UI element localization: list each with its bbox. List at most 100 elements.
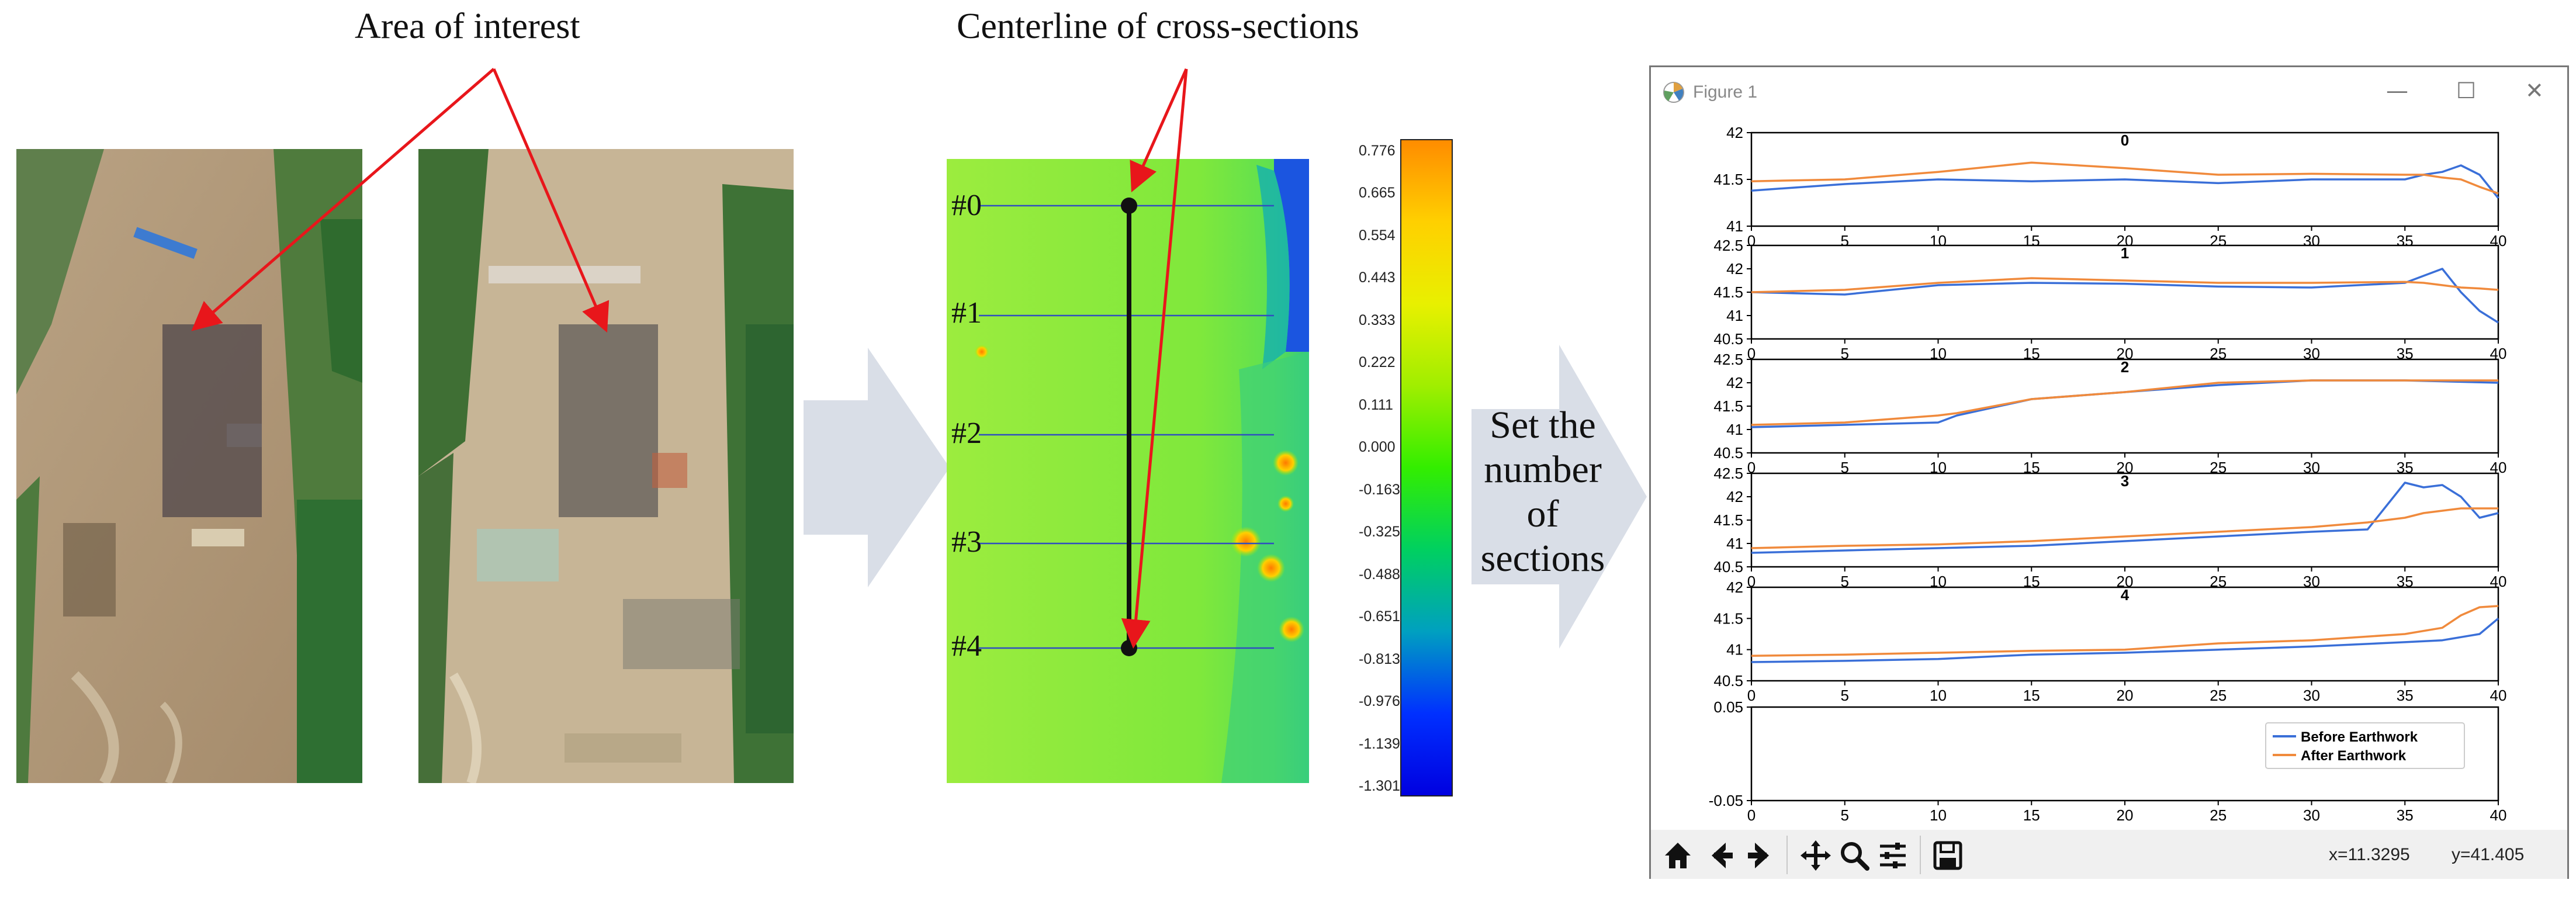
legend-box <box>2265 722 2465 769</box>
x-tick-label: 0 <box>1747 687 1756 704</box>
section-label-4: #4 <box>951 629 982 663</box>
zoom-icon[interactable] <box>1837 838 1872 873</box>
series-line-before <box>1751 617 2499 663</box>
aerial-photo-before <box>16 149 362 783</box>
configure-subplots-icon[interactable] <box>1875 838 1910 873</box>
x-tick-label: 5 <box>1841 459 1849 476</box>
y-tick-label: 41 <box>1726 535 1743 552</box>
series-line-before <box>1751 164 2499 199</box>
section-label-3: #3 <box>951 525 982 559</box>
x-tick-label: 10 <box>1930 687 1947 704</box>
x-tick-label: 15 <box>2023 806 2040 824</box>
toolbar-separator <box>1920 836 1921 874</box>
series-line-before <box>1751 268 2499 324</box>
flow-arrow-1 <box>804 348 950 587</box>
colorbar-tick-label: 0.333 <box>1359 311 1396 328</box>
figure-titlebar[interactable]: Figure 1 — ☐ ✕ <box>1651 67 2567 120</box>
y-tick-label: 41 <box>1726 307 1743 324</box>
x-tick-label: 5 <box>1841 687 1849 704</box>
set-sections-line-1: Set the <box>1490 404 1596 446</box>
y-tick-label: 40.5 <box>1713 444 1743 462</box>
y-tick-label: 40.5 <box>1713 330 1743 348</box>
figure-window: Figure 1 — ☐ ✕ 0 5 10 15 20 25 30 35 40 42 41.5 41 0… <box>1649 65 2569 879</box>
y-tick-label: 0.05 <box>1713 698 1743 716</box>
y-tick-label: 42 <box>1726 374 1743 392</box>
forward-arrow-icon[interactable] <box>1743 838 1778 873</box>
y-tick-label: 42.5 <box>1713 465 1743 482</box>
y-tick-label: 41 <box>1726 217 1743 235</box>
figure-canvas[interactable]: 0 5 10 15 20 25 30 35 40 42 41.5 41 0 0 5 10 15 20 25 30 35 4… <box>1651 120 2567 830</box>
centerline-caption: Centerline of cross-sections <box>957 6 1359 46</box>
y-tick-label: 41.5 <box>1713 397 1743 415</box>
section-label-2: #2 <box>951 417 982 450</box>
axes-frame <box>1750 358 2499 454</box>
cursor-y-readout: y=41.405 <box>2452 845 2525 864</box>
y-tick-label: 42 <box>1726 124 1743 141</box>
subplot-4[interactable]: 0 5 10 15 20 25 30 35 40 42 41.5 41 40.5 4 <box>1713 579 2506 704</box>
section-label-0: #0 <box>951 189 982 222</box>
save-icon[interactable] <box>1930 838 1965 873</box>
pan-icon[interactable] <box>1798 838 1833 873</box>
subplot-title: 2 <box>2121 358 2129 376</box>
flow-arrow-2 <box>1471 345 1647 649</box>
aoi-pointer-arrows <box>191 68 610 333</box>
y-tick-label: 42 <box>1726 488 1743 505</box>
x-tick-label: 25 <box>2210 806 2227 824</box>
y-tick-label: 42.5 <box>1713 237 1743 254</box>
set-sections-line-2: number <box>1484 448 1602 491</box>
close-button[interactable]: ✕ <box>2525 78 2544 103</box>
x-tick-label: 0 <box>1747 806 1756 824</box>
legend-label: Before Earthwork <box>2301 729 2418 745</box>
figure-title: Figure 1 <box>1693 82 1758 102</box>
x-tick-label: 0 <box>1747 459 1756 476</box>
colorbar-tick-label: -0.488 <box>1359 566 1400 583</box>
colorbar-tick-label: 0.554 <box>1359 227 1396 244</box>
y-tick-label: 42 <box>1726 579 1743 596</box>
colorbar-tick-label: 0.665 <box>1359 185 1396 202</box>
back-arrow-icon[interactable] <box>1702 838 1737 873</box>
colorbar-tick-label: 0.111 <box>1359 396 1393 413</box>
y-tick-label: 42 <box>1726 260 1743 278</box>
colorbar-tick-label: -1.301 <box>1359 778 1400 794</box>
area-of-interest-caption: Area of interest <box>355 6 580 46</box>
series-line-after <box>1751 161 2499 195</box>
maximize-button[interactable]: ☐ <box>2456 78 2477 103</box>
x-tick-label: 0 <box>1747 345 1756 362</box>
x-tick-label: 35 <box>2397 806 2414 824</box>
centerline-pointer-arrows <box>1121 68 1188 649</box>
x-tick-label: 25 <box>2210 687 2227 704</box>
aerial-photo-after <box>418 149 794 783</box>
colorbar-tick-label: 0.443 <box>1359 269 1396 286</box>
set-sections-line-4: sections <box>1480 537 1605 580</box>
y-tick-label: -0.05 <box>1709 792 1743 809</box>
x-tick-label: 30 <box>2303 806 2320 824</box>
x-tick-label: 35 <box>2397 687 2414 704</box>
x-tick-label: 0 <box>1747 573 1756 590</box>
y-tick-label: 41 <box>1726 421 1743 438</box>
y-tick-label: 41 <box>1726 641 1743 659</box>
y-tick-label: 40.5 <box>1713 672 1743 690</box>
x-tick-label: 5 <box>1841 573 1849 590</box>
y-tick-label: 41.5 <box>1713 511 1743 529</box>
colorbar-tick-label: -0.813 <box>1359 650 1400 667</box>
y-tick-label: 41.5 <box>1713 171 1743 188</box>
x-tick-label: 40 <box>2490 687 2507 704</box>
home-icon[interactable] <box>1660 838 1695 873</box>
x-tick-label: 30 <box>2303 687 2320 704</box>
subplot-title: 3 <box>2121 472 2129 490</box>
colorbar-tick-label: -0.325 <box>1359 524 1400 541</box>
minimize-button[interactable]: — <box>2386 78 2408 103</box>
y-tick-label: 40.5 <box>1713 558 1743 576</box>
subplot-title: 0 <box>2121 131 2129 149</box>
elevation-difference-map <box>947 159 1309 783</box>
subplot-title: 1 <box>2121 244 2129 262</box>
cursor-x-readout: x=11.3295 <box>2329 845 2410 864</box>
y-tick-label: 41.5 <box>1713 609 1743 627</box>
series-line-after <box>1751 379 2498 426</box>
legend-label: After Earthwork <box>2301 748 2407 764</box>
